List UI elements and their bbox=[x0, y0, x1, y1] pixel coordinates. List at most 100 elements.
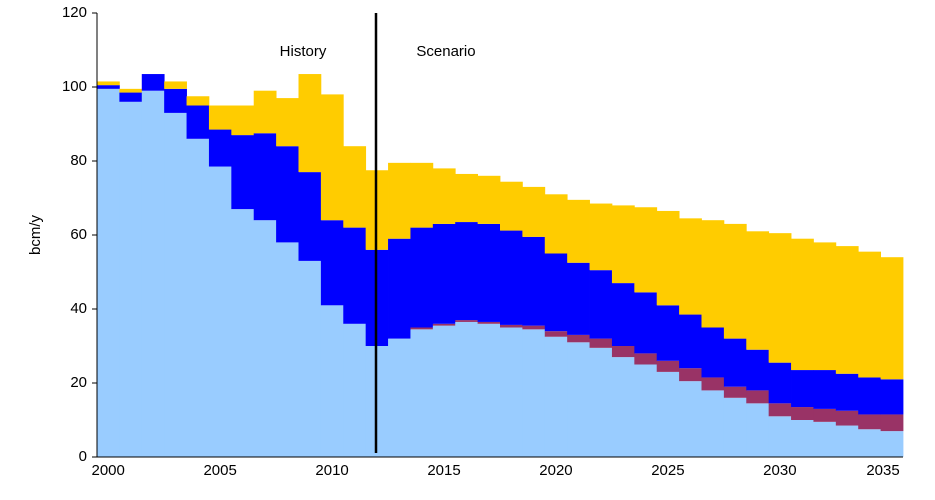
bar-segment bbox=[701, 327, 725, 378]
bar-segment bbox=[455, 320, 479, 322]
bar-segment bbox=[858, 251, 882, 378]
bar-segment bbox=[746, 403, 770, 457]
bar-segment bbox=[500, 181, 523, 231]
bar-segment bbox=[522, 186, 546, 237]
bar-segment bbox=[298, 74, 322, 173]
bar-segment bbox=[746, 231, 770, 350]
bar-segment bbox=[835, 410, 859, 426]
bar-segment bbox=[723, 397, 747, 457]
bar-segment bbox=[858, 429, 882, 457]
bar-segment bbox=[858, 377, 882, 415]
bar-segment bbox=[791, 370, 814, 408]
bar-segment bbox=[253, 90, 277, 134]
bar-segment bbox=[231, 135, 255, 210]
x-tick-label: 2030 bbox=[763, 462, 796, 479]
bar-segment bbox=[656, 210, 680, 306]
bar-segment bbox=[791, 407, 814, 420]
bar-segment bbox=[589, 203, 613, 271]
bar-segment bbox=[567, 262, 590, 335]
bar-segment bbox=[164, 81, 187, 89]
bar-segment bbox=[835, 246, 859, 374]
y-axis-label: bcm/y bbox=[27, 215, 44, 256]
x-tick-label: 2010 bbox=[315, 462, 348, 479]
bar-segment bbox=[186, 96, 210, 106]
x-tick-label: 2035 bbox=[866, 462, 899, 479]
x-tick-label: 2020 bbox=[539, 462, 572, 479]
bar-segment bbox=[611, 357, 635, 457]
bar-segment bbox=[768, 416, 792, 457]
bar-segment bbox=[544, 253, 568, 332]
bar-segment bbox=[97, 81, 120, 86]
bar-segment bbox=[611, 283, 635, 346]
y-tick-label: 20 bbox=[70, 374, 87, 391]
y-tick-label: 100 bbox=[62, 78, 87, 95]
bar-segment bbox=[567, 199, 590, 263]
bar-segment bbox=[723, 338, 747, 387]
bar-segment bbox=[253, 133, 277, 221]
bar-segment bbox=[634, 207, 658, 293]
bar-segment bbox=[141, 90, 165, 457]
bar-segment bbox=[500, 327, 523, 457]
bar-segment bbox=[544, 336, 568, 457]
bar-segment bbox=[791, 238, 814, 371]
bar-segment bbox=[768, 362, 792, 404]
bar-segment bbox=[880, 414, 904, 432]
bar-segment bbox=[253, 220, 277, 457]
bar-segment bbox=[432, 325, 456, 457]
bar-segment bbox=[500, 230, 523, 325]
bar-segment bbox=[298, 260, 322, 457]
bar-segment bbox=[567, 342, 590, 457]
bar-segment bbox=[701, 377, 725, 391]
y-tick-label: 80 bbox=[70, 152, 87, 169]
bar-segment bbox=[589, 270, 613, 339]
bar-segment bbox=[679, 381, 702, 457]
bar-segment bbox=[858, 414, 882, 430]
bar-segment bbox=[231, 105, 255, 136]
bar-segment bbox=[320, 94, 344, 221]
bar-segment bbox=[701, 390, 725, 457]
bar-segment bbox=[679, 218, 702, 315]
bar-segment bbox=[634, 292, 658, 354]
bar-segment bbox=[276, 146, 299, 243]
bar-segment bbox=[432, 168, 456, 224]
annotation: Scenario bbox=[416, 43, 475, 60]
bar-segment bbox=[410, 329, 434, 457]
bar-segment bbox=[455, 321, 479, 457]
bar-segment bbox=[410, 162, 434, 228]
bar-segment bbox=[656, 305, 680, 361]
bar-segment bbox=[141, 74, 165, 91]
bar-segment bbox=[276, 98, 299, 147]
bar-segment bbox=[746, 390, 770, 404]
bar-segment bbox=[186, 105, 210, 139]
bar-segment bbox=[813, 408, 837, 422]
bar-segment bbox=[791, 420, 814, 457]
bar-segment bbox=[880, 379, 904, 415]
bar-segment bbox=[119, 92, 143, 102]
bar-segment bbox=[432, 223, 456, 324]
bar-segment bbox=[477, 175, 501, 224]
x-tick-label: 2005 bbox=[203, 462, 236, 479]
bar-segment bbox=[455, 173, 479, 223]
y-tick-label: 40 bbox=[70, 300, 87, 317]
x-tick-label: 2000 bbox=[92, 462, 125, 479]
y-tick-label: 120 bbox=[62, 4, 87, 21]
x-tick-label: 2015 bbox=[427, 462, 460, 479]
bar-segment bbox=[432, 323, 456, 326]
x-tick-label: 2025 bbox=[651, 462, 684, 479]
bar-segment bbox=[544, 331, 568, 337]
bar-segment bbox=[768, 403, 792, 417]
bar-segment bbox=[813, 370, 837, 409]
bar-segment bbox=[611, 346, 635, 358]
bar-segment bbox=[880, 257, 904, 380]
bar-segment bbox=[880, 431, 904, 457]
annotation: History bbox=[280, 43, 327, 60]
bar-segment bbox=[208, 105, 232, 130]
bar-segment bbox=[567, 334, 590, 343]
bar-segment bbox=[97, 88, 120, 457]
bar-segment bbox=[500, 324, 523, 328]
bar-segment bbox=[656, 371, 680, 457]
bar-segment bbox=[611, 205, 635, 284]
bar-segment bbox=[679, 314, 702, 369]
bar-segment bbox=[634, 353, 658, 365]
bar-segment bbox=[522, 236, 546, 326]
